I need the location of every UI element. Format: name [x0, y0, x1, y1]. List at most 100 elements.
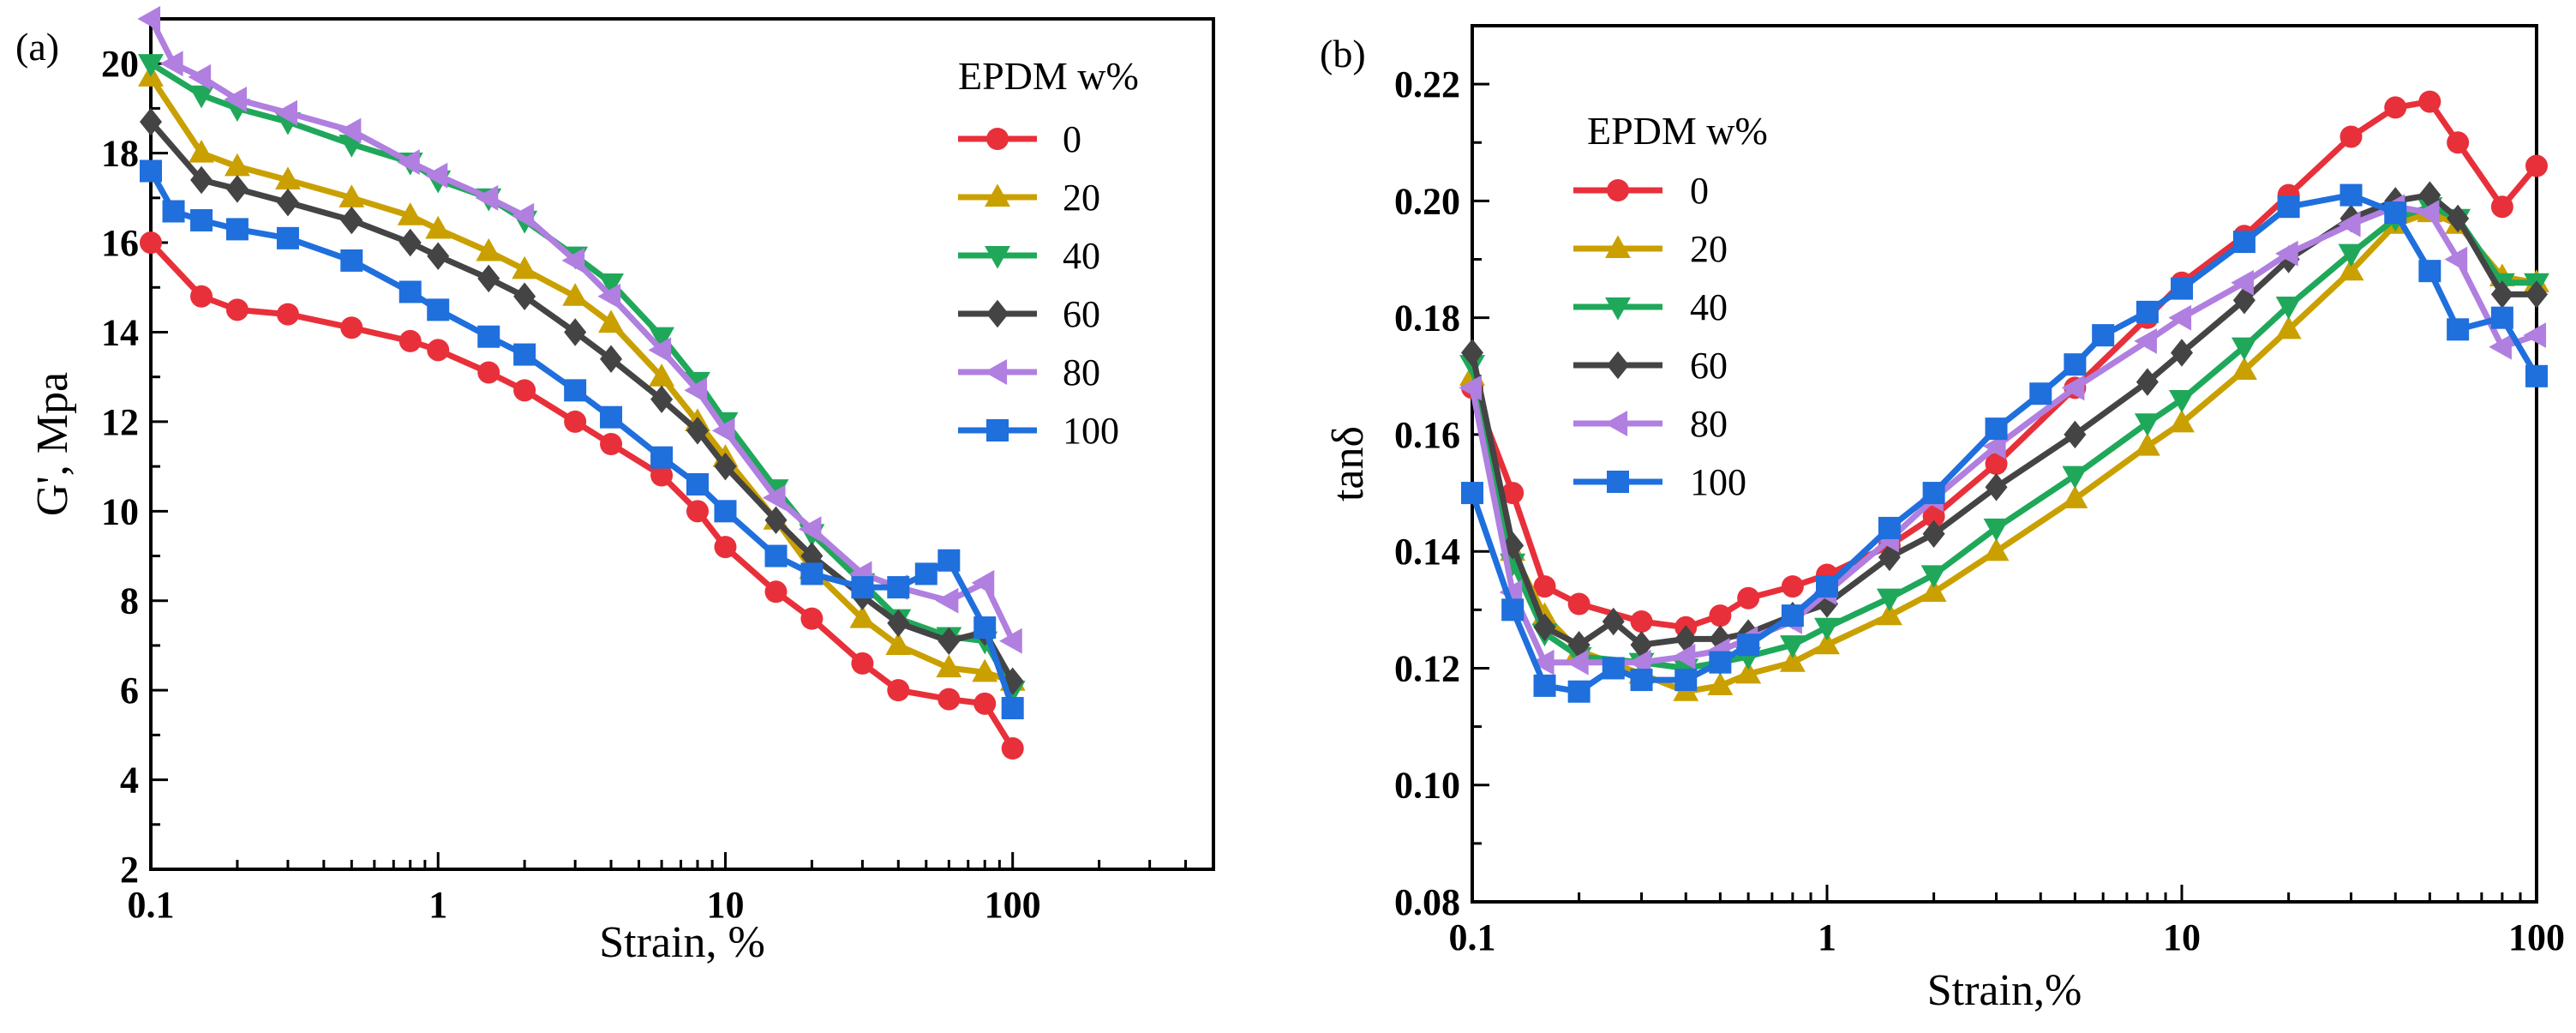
y-tick-label: 16: [101, 222, 139, 264]
data-point: [2490, 195, 2513, 219]
y-tick-label: 0.22: [1394, 63, 1460, 105]
data-point: [2525, 280, 2548, 309]
data-point: [512, 255, 538, 279]
legend-marker: [1604, 411, 1628, 436]
y-axis-title: G', Mpa: [28, 372, 77, 516]
data-point: [1566, 649, 1589, 676]
data-point: [851, 652, 874, 675]
data-point: [564, 410, 587, 433]
legend-entry-60: 60: [958, 293, 1100, 335]
data-point: [2275, 315, 2302, 339]
data-point: [600, 345, 623, 374]
data-point: [562, 283, 589, 306]
data-point: [650, 446, 674, 469]
legend-entry-20: 20: [958, 177, 1100, 219]
series-0: [140, 231, 1024, 760]
data-point: [340, 316, 363, 339]
data-point: [887, 576, 910, 599]
data-point: [2169, 409, 2195, 433]
data-point: [511, 202, 535, 229]
data-point: [2092, 324, 2115, 347]
data-point: [475, 184, 499, 211]
data-point: [1709, 604, 1732, 628]
chart-panel-b: 0.1 1 10 100 0.08 0.10 0.12 0.14 0.16 0.18 0.20 0.2…: [1320, 24, 2565, 1015]
data-point: [340, 249, 363, 272]
data-point: [2339, 125, 2363, 148]
data-point: [885, 632, 912, 655]
data-point: [598, 273, 625, 297]
data-point: [2064, 353, 2087, 376]
data-point: [972, 658, 998, 682]
data-point: [2339, 183, 2363, 207]
y-tick-label: 0.08: [1394, 881, 1460, 923]
legend-label: 20: [1063, 177, 1100, 219]
data-point: [800, 607, 824, 630]
data-point: [1983, 538, 2010, 562]
legend-entry-40: 40: [1573, 286, 1728, 328]
legend-entry-80: 80: [958, 351, 1100, 393]
legend-entry-100: 100: [958, 410, 1119, 452]
data-point: [1985, 473, 2008, 501]
data-point: [2134, 432, 2160, 456]
data-point: [1630, 669, 1653, 692]
data-point: [971, 569, 995, 596]
data-point: [397, 149, 420, 176]
legend-label: 80: [1690, 403, 1728, 445]
legend-entry-100: 100: [1573, 461, 1746, 503]
data-point: [2418, 260, 2441, 283]
data-point: [2169, 390, 2195, 413]
legend-entry-80: 80: [1573, 403, 1728, 445]
legend: EPDM w% 0 20 40 60 80 100: [1573, 109, 1768, 503]
data-point: [2444, 246, 2468, 273]
legend-marker: [985, 245, 1010, 269]
data-point: [798, 516, 822, 543]
legend-entry-0: 0: [1573, 170, 1709, 212]
legend-marker: [986, 419, 1009, 441]
data-point: [2275, 240, 2298, 267]
data-point: [159, 51, 183, 77]
legend-title: EPDM w%: [1587, 109, 1768, 153]
data-point: [2490, 306, 2513, 329]
y-tick-label: 8: [120, 580, 139, 622]
data-point: [2338, 243, 2364, 267]
data-point: [887, 679, 910, 702]
data-point: [276, 226, 299, 249]
data-point: [513, 343, 536, 366]
data-point: [650, 464, 674, 487]
data-point: [224, 87, 247, 112]
data-point: [1876, 602, 1902, 626]
y-tick-label: 0.16: [1394, 414, 1460, 456]
data-point: [1876, 588, 1902, 612]
data-point: [686, 472, 709, 495]
legend-label: 80: [1063, 351, 1100, 393]
legend-marker: [1607, 179, 1629, 201]
data-point: [225, 175, 249, 203]
y-axis-title: tanδ: [1324, 426, 1373, 501]
data-point: [190, 285, 213, 308]
data-point: [137, 6, 161, 32]
data-point: [513, 282, 536, 310]
data-point: [1461, 482, 1483, 505]
data-point: [476, 237, 502, 261]
data-point: [564, 379, 587, 402]
x-tick-label: 100: [985, 884, 1041, 926]
data-point: [2064, 420, 2087, 449]
data-point: [1501, 598, 1525, 622]
data-point: [1781, 575, 1804, 598]
data-point: [1779, 635, 1806, 658]
data-point: [276, 303, 299, 326]
legend-label: 100: [1063, 410, 1119, 452]
data-point: [2447, 204, 2470, 233]
legend-label: 40: [1063, 235, 1100, 277]
plot-frame: [1471, 24, 2538, 904]
data-point: [764, 506, 788, 535]
data-point: [2490, 280, 2513, 309]
data-point: [2171, 277, 2193, 300]
data-point: [2231, 357, 2257, 381]
legend-label: 0: [1690, 170, 1709, 212]
legend-entry-0: 0: [958, 118, 1081, 160]
data-point: [2338, 257, 2364, 281]
data-point: [224, 153, 250, 177]
data-point: [973, 692, 997, 715]
